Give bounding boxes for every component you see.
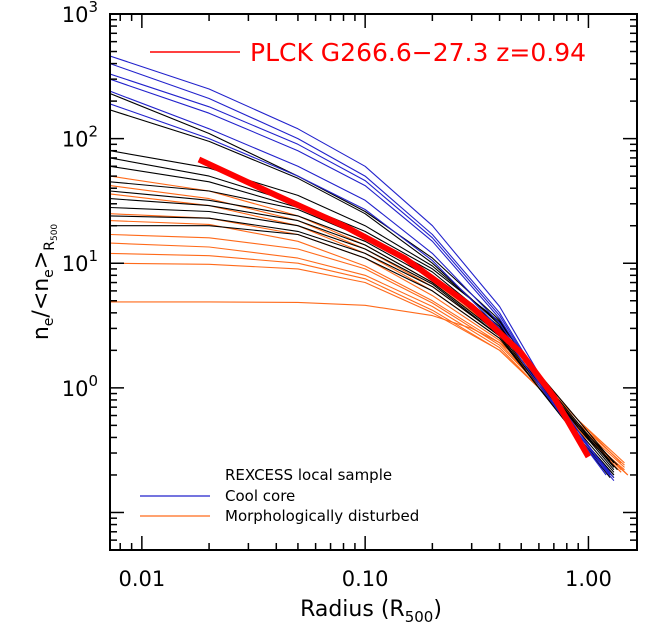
legend-cool-core-label: Cool core xyxy=(225,487,295,505)
y-axis-title: ne/<ne>R500 xyxy=(29,224,60,341)
legend-top: PLCK G266.6−27.3 z=0.94 xyxy=(150,38,586,67)
legend-bottom: REXCESS local sample Cool core Morpholog… xyxy=(140,466,419,525)
x-axis-title: Radius (R500) xyxy=(300,597,442,626)
disturbed-series-line-23 xyxy=(110,233,625,468)
tick-labels-layer: 0.01 0.10 1.00 100 101 102 103 xyxy=(62,0,612,591)
other-series-line-15 xyxy=(110,206,611,479)
cool_core-series-line-4 xyxy=(110,90,607,476)
legend-bottom-title: REXCESS local sample xyxy=(225,466,392,484)
ticks-layer xyxy=(110,13,637,551)
y-tick-label: 102 xyxy=(62,123,98,152)
disturbed-series-line-24 xyxy=(110,242,622,473)
highlight-layer xyxy=(197,156,591,459)
y-tick-label: 103 xyxy=(62,0,98,27)
legend-disturbed-label: Morphologically disturbed xyxy=(225,507,419,525)
other-series-line-9 xyxy=(110,150,615,464)
y-tick-label: 100 xyxy=(62,372,98,401)
other-series-line-8 xyxy=(110,109,618,466)
disturbed-series-line-25 xyxy=(110,252,625,471)
y-tick-label: 101 xyxy=(62,247,98,276)
disturbed-series-line-21 xyxy=(110,213,629,476)
x-tick-label: 1.00 xyxy=(565,567,612,591)
other-series-line-11 xyxy=(110,165,615,468)
highlight-series-line xyxy=(197,156,591,459)
disturbed-series-line-18 xyxy=(110,175,622,464)
series-layer xyxy=(110,55,629,482)
disturbed-series-line-26 xyxy=(110,262,629,476)
x-tick-label: 0.10 xyxy=(342,567,389,591)
legend-top-label: PLCK G266.6−27.3 z=0.94 xyxy=(250,38,586,67)
x-tick-label: 0.01 xyxy=(118,567,165,591)
cool_core-series-line-5 xyxy=(110,103,615,482)
other-series-line-10 xyxy=(110,157,611,462)
disturbed-series-line-27 xyxy=(110,301,625,464)
